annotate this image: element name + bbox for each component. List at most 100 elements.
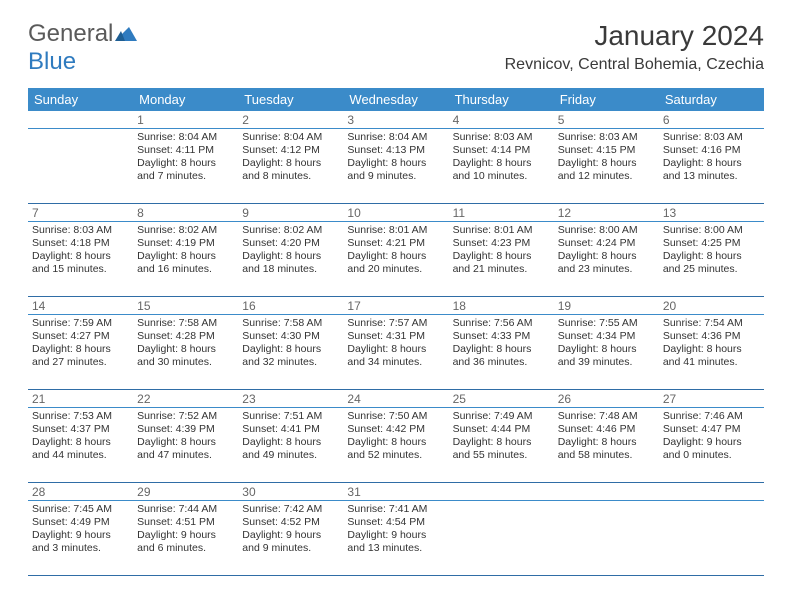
day-info-line: Sunset: 4:39 PM <box>137 423 234 436</box>
day-number: 2 <box>238 111 343 128</box>
day-info-line: Daylight: 8 hours <box>242 343 339 356</box>
day-info-line: Sunrise: 7:45 AM <box>32 503 129 516</box>
day-info-line: Daylight: 8 hours <box>558 343 655 356</box>
day-number <box>449 483 554 500</box>
day-info-line: Sunset: 4:46 PM <box>558 423 655 436</box>
day-info-line: Sunrise: 8:00 AM <box>663 224 760 237</box>
header: GeneralBlue January 2024 Revnicov, Centr… <box>0 0 792 80</box>
day-info-line: and 13 minutes. <box>663 170 760 183</box>
day-info-line: Sunrise: 8:03 AM <box>32 224 129 237</box>
daynum-row: 28293031 <box>28 483 764 500</box>
day-info-line: Sunrise: 7:55 AM <box>558 317 655 330</box>
day-cell: Sunrise: 8:04 AMSunset: 4:12 PMDaylight:… <box>238 129 343 203</box>
day-number: 11 <box>449 204 554 221</box>
day-info-line: and 32 minutes. <box>242 356 339 369</box>
daynum-row: 21222324252627 <box>28 390 764 407</box>
day-info-line: Sunset: 4:11 PM <box>137 144 234 157</box>
day-info-line: Sunset: 4:51 PM <box>137 516 234 529</box>
day-info-line: and 12 minutes. <box>558 170 655 183</box>
day-info-line: Sunrise: 7:42 AM <box>242 503 339 516</box>
day-info-line: Daylight: 8 hours <box>137 436 234 449</box>
day-number: 9 <box>238 204 343 221</box>
day-info-line: Daylight: 8 hours <box>558 436 655 449</box>
day-number: 26 <box>554 390 659 407</box>
day-number: 3 <box>343 111 448 128</box>
day-number: 20 <box>659 297 764 314</box>
day-info-line: Daylight: 9 hours <box>663 436 760 449</box>
day-info-line: Sunrise: 7:58 AM <box>242 317 339 330</box>
day-cell: Sunrise: 8:04 AMSunset: 4:13 PMDaylight:… <box>343 129 448 203</box>
weekday-label: Friday <box>554 88 659 111</box>
day-cell: Sunrise: 7:42 AMSunset: 4:52 PMDaylight:… <box>238 501 343 575</box>
day-number: 8 <box>133 204 238 221</box>
day-info-line: and 6 minutes. <box>137 542 234 555</box>
day-info-line: Daylight: 8 hours <box>663 157 760 170</box>
day-info-line: Sunset: 4:42 PM <box>347 423 444 436</box>
day-info-line: and 52 minutes. <box>347 449 444 462</box>
day-cell: Sunrise: 7:45 AMSunset: 4:49 PMDaylight:… <box>28 501 133 575</box>
day-cell: Sunrise: 8:02 AMSunset: 4:19 PMDaylight:… <box>133 222 238 296</box>
day-info-line: Sunrise: 8:03 AM <box>453 131 550 144</box>
day-info-line: Sunrise: 7:46 AM <box>663 410 760 423</box>
day-cell <box>554 501 659 575</box>
day-cell: Sunrise: 7:57 AMSunset: 4:31 PMDaylight:… <box>343 315 448 389</box>
weekday-label: Saturday <box>659 88 764 111</box>
day-info-line: and 23 minutes. <box>558 263 655 276</box>
day-info-line: Daylight: 8 hours <box>663 343 760 356</box>
day-info-line: and 25 minutes. <box>663 263 760 276</box>
day-number: 30 <box>238 483 343 500</box>
day-info-line: Sunrise: 8:04 AM <box>242 131 339 144</box>
day-info-line: Daylight: 8 hours <box>453 343 550 356</box>
day-cell: Sunrise: 7:48 AMSunset: 4:46 PMDaylight:… <box>554 408 659 482</box>
day-cell: Sunrise: 8:03 AMSunset: 4:14 PMDaylight:… <box>449 129 554 203</box>
day-cell: Sunrise: 7:58 AMSunset: 4:28 PMDaylight:… <box>133 315 238 389</box>
day-info-line: Sunset: 4:12 PM <box>242 144 339 157</box>
day-info-line: Sunset: 4:24 PM <box>558 237 655 250</box>
day-cell: Sunrise: 8:00 AMSunset: 4:25 PMDaylight:… <box>659 222 764 296</box>
day-cell: Sunrise: 7:52 AMSunset: 4:39 PMDaylight:… <box>133 408 238 482</box>
day-info-line: Sunset: 4:54 PM <box>347 516 444 529</box>
weekday-label: Monday <box>133 88 238 111</box>
day-number: 25 <box>449 390 554 407</box>
day-info-line: and 18 minutes. <box>242 263 339 276</box>
day-info-line: Sunrise: 8:03 AM <box>663 131 760 144</box>
day-info-line: Sunset: 4:13 PM <box>347 144 444 157</box>
day-info-line: Sunset: 4:14 PM <box>453 144 550 157</box>
day-cell: Sunrise: 7:51 AMSunset: 4:41 PMDaylight:… <box>238 408 343 482</box>
day-cell: Sunrise: 8:04 AMSunset: 4:11 PMDaylight:… <box>133 129 238 203</box>
day-info-line: and 44 minutes. <box>32 449 129 462</box>
day-info-line: Sunrise: 8:01 AM <box>347 224 444 237</box>
day-info-line: Sunrise: 7:41 AM <box>347 503 444 516</box>
day-info-line: Sunset: 4:52 PM <box>242 516 339 529</box>
day-cell: Sunrise: 7:58 AMSunset: 4:30 PMDaylight:… <box>238 315 343 389</box>
day-info-line: Sunset: 4:28 PM <box>137 330 234 343</box>
day-info-line: and 13 minutes. <box>347 542 444 555</box>
day-info-line: Sunset: 4:34 PM <box>558 330 655 343</box>
daynum-row: 14151617181920 <box>28 297 764 314</box>
day-info-line: Sunrise: 7:52 AM <box>137 410 234 423</box>
day-cell: Sunrise: 8:03 AMSunset: 4:18 PMDaylight:… <box>28 222 133 296</box>
day-cell <box>449 501 554 575</box>
day-cell: Sunrise: 8:01 AMSunset: 4:21 PMDaylight:… <box>343 222 448 296</box>
day-info-line: Daylight: 8 hours <box>453 157 550 170</box>
day-info-line: Sunset: 4:37 PM <box>32 423 129 436</box>
day-cell: Sunrise: 7:54 AMSunset: 4:36 PMDaylight:… <box>659 315 764 389</box>
day-info-line: Sunset: 4:30 PM <box>242 330 339 343</box>
day-cell: Sunrise: 7:59 AMSunset: 4:27 PMDaylight:… <box>28 315 133 389</box>
day-info-line: Sunset: 4:44 PM <box>453 423 550 436</box>
day-info-line: and 34 minutes. <box>347 356 444 369</box>
day-info-line: Daylight: 8 hours <box>453 250 550 263</box>
day-info-line: Daylight: 8 hours <box>558 250 655 263</box>
day-info-line: Sunset: 4:33 PM <box>453 330 550 343</box>
weekday-label: Sunday <box>28 88 133 111</box>
day-info-line: Sunset: 4:49 PM <box>32 516 129 529</box>
day-number <box>659 483 764 500</box>
day-number: 10 <box>343 204 448 221</box>
daynum-row: 78910111213 <box>28 204 764 221</box>
brand-part2: Blue <box>28 48 76 75</box>
day-cell: Sunrise: 8:01 AMSunset: 4:23 PMDaylight:… <box>449 222 554 296</box>
day-cell <box>659 501 764 575</box>
day-info-line: Sunrise: 7:56 AM <box>453 317 550 330</box>
day-number: 6 <box>659 111 764 128</box>
day-info-line: Sunrise: 8:03 AM <box>558 131 655 144</box>
